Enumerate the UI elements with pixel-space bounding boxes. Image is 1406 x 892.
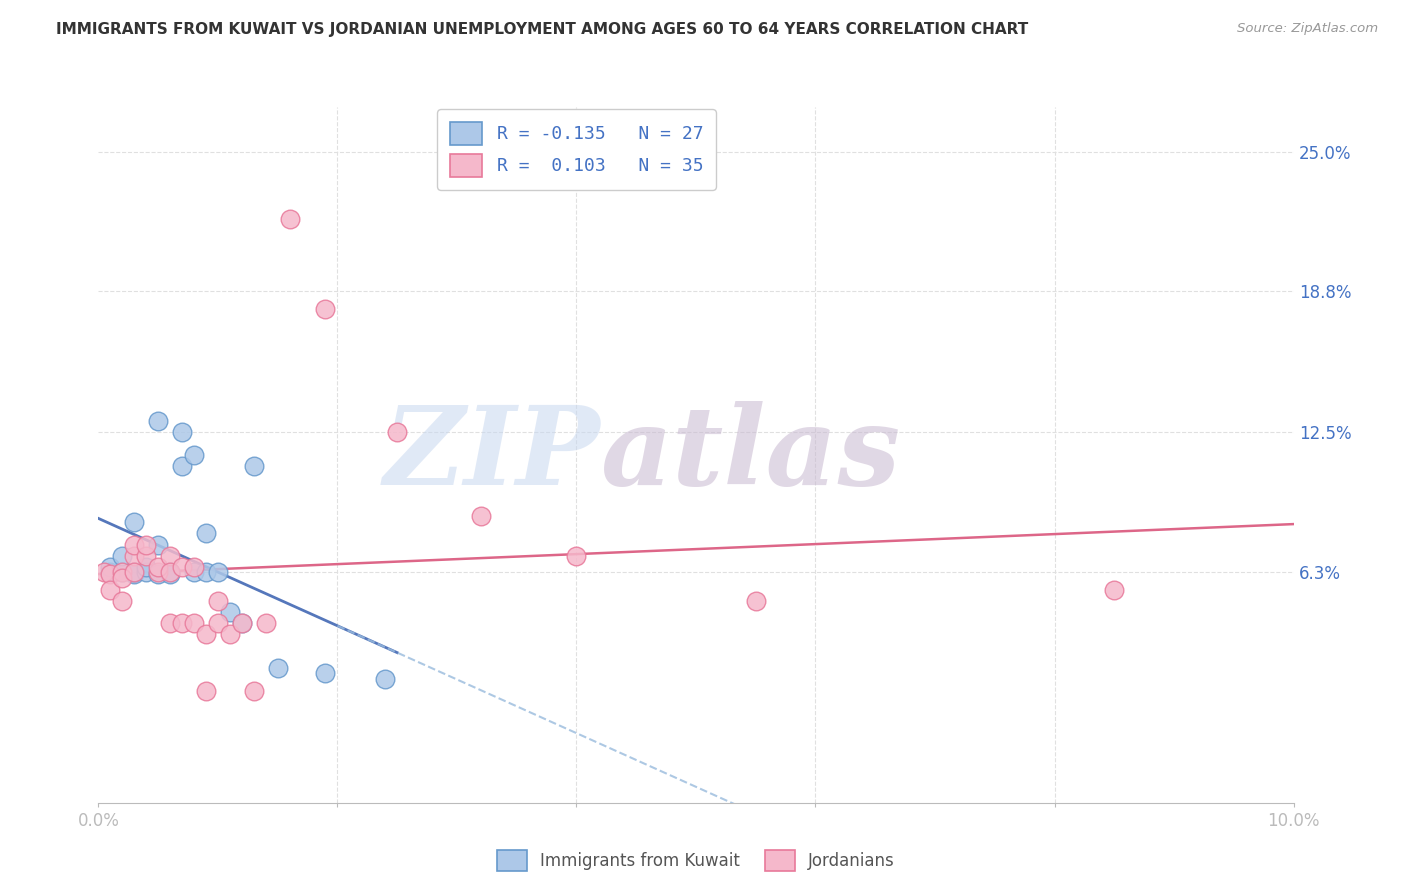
- Point: [111, 571, 134, 585]
- Point: [565, 549, 588, 563]
- Point: [207, 616, 229, 631]
- Point: [183, 560, 205, 574]
- Point: [159, 616, 181, 631]
- Point: [159, 565, 181, 579]
- Text: atlas: atlas: [600, 401, 901, 508]
- Point: [195, 683, 218, 698]
- Point: [100, 565, 122, 579]
- Point: [124, 538, 146, 552]
- Point: [100, 566, 122, 581]
- Point: [1104, 582, 1126, 597]
- Point: [207, 594, 229, 608]
- Point: [124, 565, 146, 579]
- Point: [172, 425, 194, 440]
- Point: [183, 616, 205, 631]
- Point: [148, 566, 170, 581]
- Point: [111, 594, 134, 608]
- Point: [219, 627, 242, 641]
- Point: [254, 616, 277, 631]
- Point: [195, 526, 218, 541]
- Point: [159, 549, 181, 563]
- Point: [124, 565, 146, 579]
- Point: [231, 616, 253, 631]
- Point: [183, 448, 205, 462]
- Point: [195, 565, 218, 579]
- Legend: Immigrants from Kuwait, Jordanians: Immigrants from Kuwait, Jordanians: [491, 843, 901, 878]
- Point: [278, 212, 301, 227]
- Text: ZIP: ZIP: [384, 401, 600, 508]
- Text: IMMIGRANTS FROM KUWAIT VS JORDANIAN UNEMPLOYMENT AMONG AGES 60 TO 64 YEARS CORRE: IMMIGRANTS FROM KUWAIT VS JORDANIAN UNEM…: [56, 22, 1029, 37]
- Point: [135, 549, 157, 563]
- Point: [195, 627, 218, 641]
- Point: [135, 560, 157, 574]
- Point: [100, 560, 122, 574]
- Point: [172, 616, 194, 631]
- Point: [111, 549, 134, 563]
- Point: [111, 565, 134, 579]
- Point: [124, 549, 146, 563]
- Point: [159, 565, 181, 579]
- Point: [159, 566, 181, 581]
- Point: [207, 565, 229, 579]
- Point: [470, 508, 492, 523]
- Point: [135, 565, 157, 579]
- Point: [243, 459, 266, 474]
- Point: [93, 565, 115, 579]
- Point: [172, 560, 194, 574]
- Point: [315, 665, 337, 680]
- Point: [124, 515, 146, 529]
- Text: Source: ZipAtlas.com: Source: ZipAtlas.com: [1237, 22, 1378, 36]
- Point: [100, 582, 122, 597]
- Point: [267, 661, 290, 675]
- Point: [148, 560, 170, 574]
- Point: [219, 605, 242, 619]
- Point: [148, 414, 170, 428]
- Point: [243, 683, 266, 698]
- Point: [745, 594, 768, 608]
- Point: [374, 673, 396, 687]
- Point: [124, 566, 146, 581]
- Point: [148, 565, 170, 579]
- Point: [183, 565, 205, 579]
- Point: [385, 425, 409, 440]
- Point: [315, 301, 337, 316]
- Point: [111, 565, 134, 579]
- Point: [148, 538, 170, 552]
- Point: [231, 616, 253, 631]
- Point: [135, 538, 157, 552]
- Point: [172, 459, 194, 474]
